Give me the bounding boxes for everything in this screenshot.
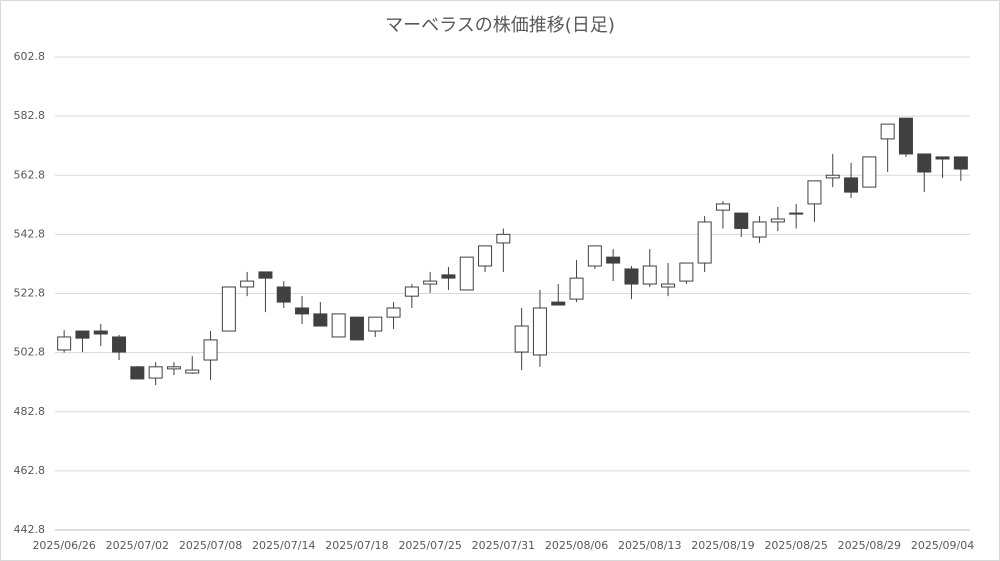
candle-body — [185, 369, 200, 374]
candle-body — [953, 156, 968, 170]
candle-body — [587, 245, 602, 267]
candle-body — [862, 156, 877, 188]
candle-body — [221, 286, 236, 332]
candle-body — [606, 256, 621, 264]
candle-body — [130, 366, 145, 380]
candle-body — [404, 286, 419, 297]
candle-body — [551, 301, 566, 306]
candle-body — [258, 271, 273, 279]
candle-body — [935, 156, 950, 160]
candle-body — [642, 265, 657, 285]
candle-body — [917, 153, 932, 173]
candle-body — [57, 336, 72, 351]
candle-body — [898, 117, 913, 155]
y-tick-label: 482.8 — [14, 405, 46, 418]
x-tick-label: 2025/07/31 — [472, 539, 535, 552]
candle-body — [295, 307, 310, 315]
y-tick-label: 602.8 — [14, 50, 46, 63]
y-tick-label: 442.8 — [14, 523, 46, 536]
candle-body — [423, 280, 438, 285]
x-tick-label: 2025/06/26 — [32, 539, 95, 552]
chart-title: マーベラスの株価推移(日足) — [385, 15, 615, 36]
candle-body — [880, 123, 895, 140]
candle-body — [807, 180, 822, 205]
candle-body — [112, 336, 127, 353]
candle-body — [75, 330, 90, 339]
y-tick-label: 542.8 — [14, 227, 46, 240]
x-tick-label: 2025/08/25 — [764, 539, 827, 552]
candle-body — [697, 221, 712, 264]
candle-body — [496, 233, 511, 244]
y-tick-label: 582.8 — [14, 109, 46, 122]
candle-body — [459, 256, 474, 291]
candle-body — [386, 307, 401, 318]
candle-body — [734, 212, 749, 229]
candle-body — [203, 339, 218, 361]
candle-body — [661, 283, 676, 288]
candle-body — [148, 366, 163, 379]
y-tick-label: 562.8 — [14, 168, 46, 181]
candle-body — [679, 262, 694, 282]
x-tick-label: 2025/08/13 — [618, 539, 681, 552]
candle-body — [441, 274, 456, 279]
x-tick-label: 2025/09/04 — [911, 539, 974, 552]
candle-body — [624, 268, 639, 285]
candle-body — [844, 177, 859, 193]
candle-body — [276, 286, 291, 303]
candle-body — [478, 245, 493, 267]
x-tick-label: 2025/07/25 — [398, 539, 461, 552]
candle-body — [166, 366, 181, 370]
candle-body — [313, 313, 328, 327]
y-tick-label: 522.8 — [14, 287, 46, 300]
x-tick-label: 2025/08/06 — [545, 539, 608, 552]
x-tick-label: 2025/07/14 — [252, 539, 315, 552]
x-tick-label: 2025/08/19 — [691, 539, 754, 552]
x-tick-label: 2025/07/08 — [179, 539, 242, 552]
candle-body — [532, 307, 547, 356]
y-tick-label: 462.8 — [14, 464, 46, 477]
candle-body — [514, 325, 529, 353]
candle-body — [331, 313, 346, 338]
candle-body — [569, 277, 584, 300]
y-tick-label: 502.8 — [14, 346, 46, 359]
x-tick-label: 2025/07/18 — [325, 539, 388, 552]
candle-body — [715, 203, 730, 211]
candle-body — [825, 174, 840, 179]
candle-body — [240, 280, 255, 288]
x-tick-label: 2025/08/29 — [838, 539, 901, 552]
candle-body — [368, 316, 383, 332]
candle-body — [752, 221, 767, 238]
x-tick-label: 2025/07/02 — [106, 539, 169, 552]
candle-body — [789, 212, 804, 215]
candle-body — [93, 330, 108, 335]
candle-body — [349, 316, 364, 341]
candle-body — [770, 218, 785, 223]
